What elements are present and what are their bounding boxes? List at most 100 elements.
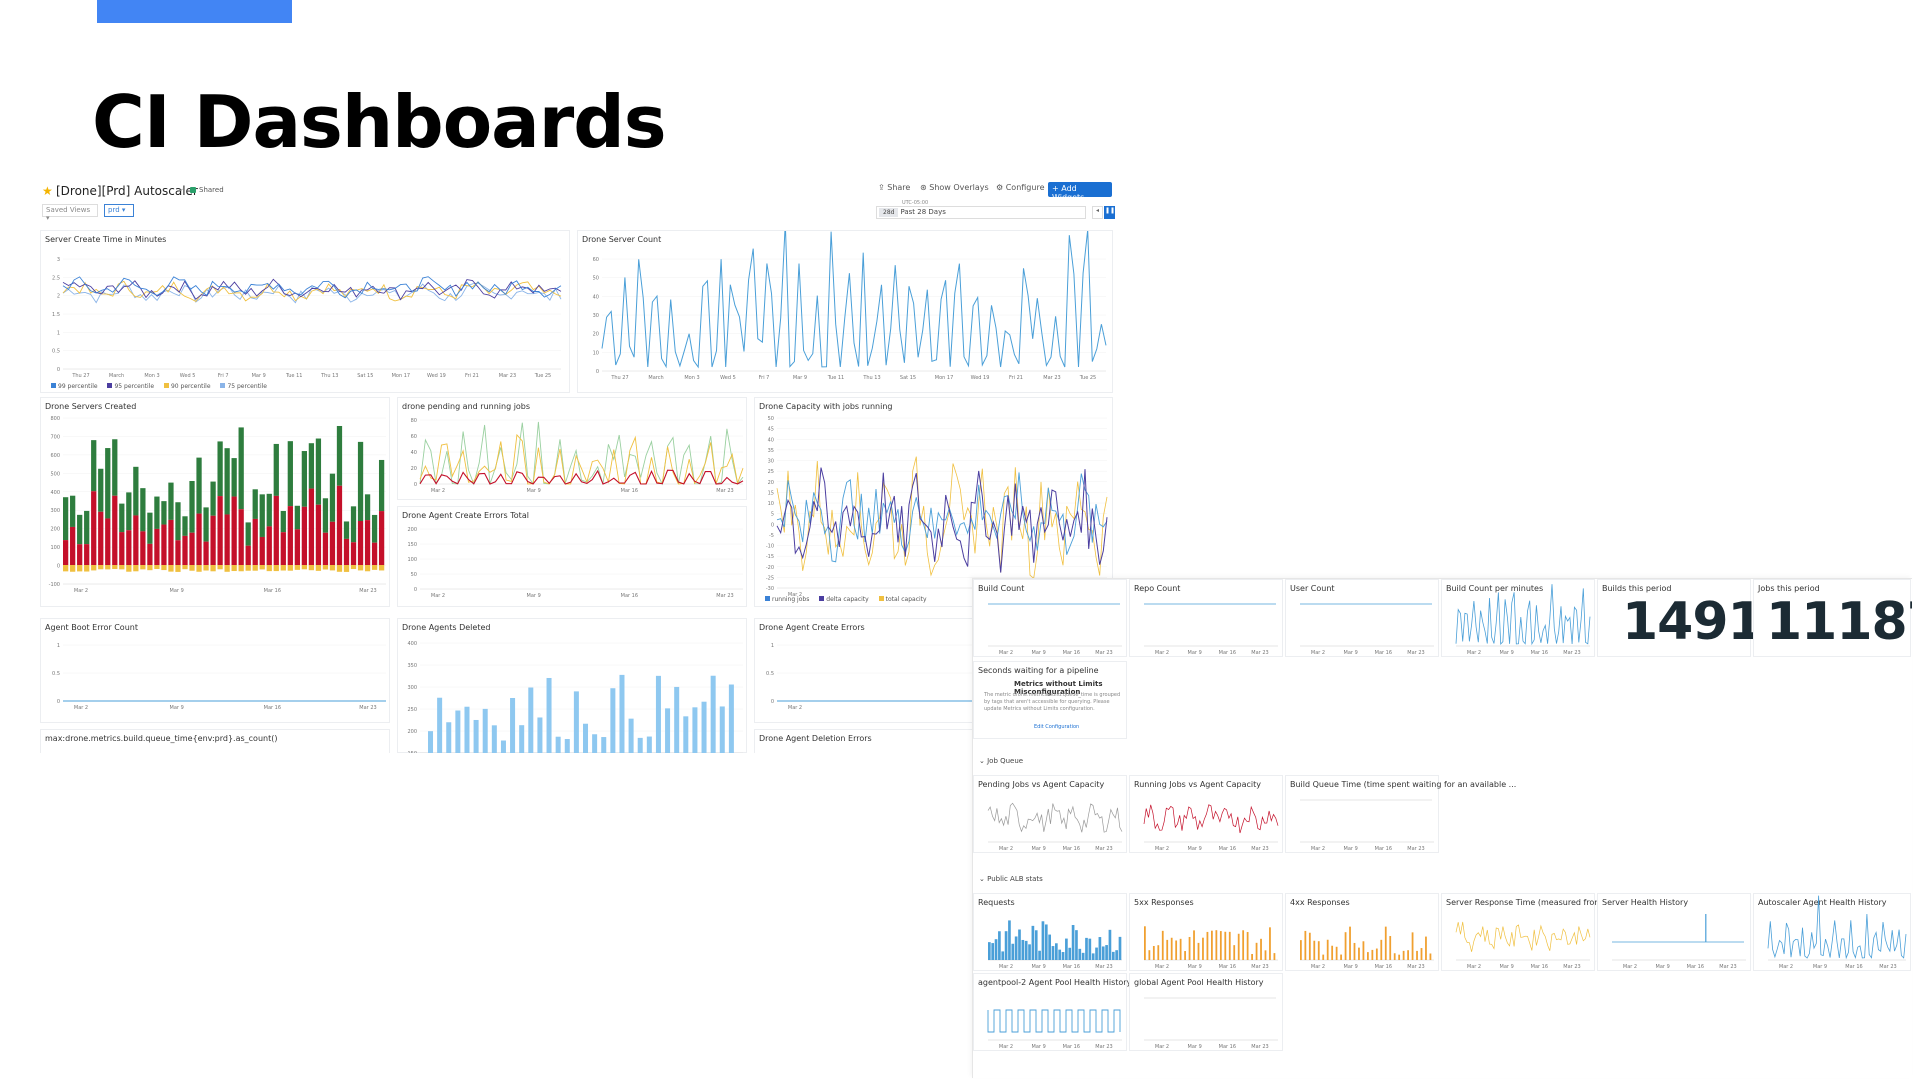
pending-vs-capacity-chart: Mar 2 Mar 9 Mar 16 Mar 23 xyxy=(987,802,1123,852)
bar-green xyxy=(217,441,223,497)
x-tick-label: Mar 9 xyxy=(1032,846,1046,852)
widget-builds-this-period[interactable]: Builds this period 1491 xyxy=(1597,579,1764,657)
dashboard-title[interactable]: [Drone][Prd] Autoscaler xyxy=(56,184,198,198)
legend-item[interactable]: 95 percentile xyxy=(107,383,154,390)
section-alb-stats[interactable]: ⌄ Public ALB stats xyxy=(979,875,1043,883)
x-tick-label: Mar 16 xyxy=(1219,964,1236,970)
widget-agent-create-errors-total[interactable]: Drone Agent Create Errors Total 200 150 10… xyxy=(397,506,747,607)
x-tick-label: Mar 9 xyxy=(1344,846,1358,852)
widget-agentpool-health[interactable]: agentpool-2 Agent Pool Health History Ma… xyxy=(973,973,1131,1051)
env-select[interactable]: prd ▾ xyxy=(104,204,134,217)
edit-configuration-link[interactable]: Edit Configuration xyxy=(1034,724,1080,730)
dashboard-screenshot-autoscaler: ★ [Drone][Prd] Autoscaler ⌄ Shared Saved… xyxy=(38,178,1116,753)
build-count-per-minute-chart: Mar 2 Mar 9 Mar 16 Mar 23 xyxy=(1455,584,1591,656)
widget-requests[interactable]: Requests Mar 2 Mar 9 Mar 16 Mar 23 xyxy=(973,893,1127,971)
x-tick-label: Mar 9 xyxy=(1344,964,1358,970)
bar-green xyxy=(266,493,272,527)
widget-repo-count[interactable]: Repo Count Mar 2 Mar 9 Mar 16 Mar 23 xyxy=(1129,579,1283,657)
x-tick-label: Mar 23 xyxy=(716,593,733,599)
bar xyxy=(1215,930,1218,960)
bar-red xyxy=(273,495,279,565)
bar xyxy=(1161,930,1164,960)
section-job-queue[interactable]: ⌄ Job Queue xyxy=(979,757,1024,765)
show-overlays-button[interactable]: ⊛ Show Overlays xyxy=(920,183,989,192)
add-widgets-button[interactable]: + Add Widgets xyxy=(1048,182,1112,202)
widget-server-health[interactable]: Server Health History Mar 2 Mar 9 Mar 16 Ma… xyxy=(1597,893,1751,971)
legend-swatch xyxy=(819,596,825,601)
widget-user-count[interactable]: User Count Mar 2 Mar 9 Mar 16 Mar 23 xyxy=(1285,579,1439,657)
y-tick-label: 60 xyxy=(593,257,599,263)
widget-server-response-time[interactable]: Server Response Time (measured from LB) … xyxy=(1441,893,1618,971)
widget-queue-time[interactable]: max:drone.metrics.build.queue_time{env:p… xyxy=(40,729,390,753)
time-range-picker[interactable]: 28d Past 28 Days xyxy=(876,206,1086,219)
widget-4xx-responses[interactable]: 4xx Responses Mar 2 Mar 9 Mar 16 Mar 23 xyxy=(1285,893,1439,971)
x-tick-label: Mar 16 xyxy=(1375,846,1392,852)
shared-label: Shared xyxy=(199,186,224,194)
bar xyxy=(437,697,443,753)
series-line xyxy=(987,1009,1121,1033)
widget-global-pool-health[interactable]: global Agent Pool Health History Mar 2 Ma… xyxy=(1129,973,1283,1051)
bar xyxy=(1111,951,1115,960)
x-tick-label: Mar 16 xyxy=(1063,650,1080,656)
x-tick-label: Mar 23 xyxy=(1563,964,1580,970)
widget-agents-deleted[interactable]: Drone Agents Deleted 400 350 300 250 200 150 xyxy=(397,618,747,753)
widget-jobs-this-period[interactable]: Jobs this period 11187 xyxy=(1753,579,1912,657)
share-button[interactable]: ⇪ Share xyxy=(878,183,911,192)
bar-red xyxy=(70,526,76,565)
y-tick-label: 35 xyxy=(768,448,774,454)
saved-views-select[interactable]: Saved Views ▾ xyxy=(42,204,98,222)
widget-pending-running[interactable]: drone pending and running jobs 80 60 40 20 0… xyxy=(397,397,747,500)
y-tick-label: 0 xyxy=(771,699,774,705)
bar xyxy=(1021,939,1025,960)
bar xyxy=(1402,950,1405,960)
autoscaler-health-chart: Mar 2 Mar 9 Mar 16 Mar 23 xyxy=(1767,895,1907,970)
bar-red xyxy=(203,541,209,565)
widget-server-create-time[interactable]: Server Create Time in Minutes 3 2.5 2 1.5 1 0… xyxy=(40,230,570,393)
pause-button[interactable]: ❚❚ xyxy=(1104,206,1115,219)
widget-servers-created[interactable]: Drone Servers Created 800 700 600 500 400 300… xyxy=(40,397,390,607)
bar xyxy=(1300,940,1302,960)
x-tick-label: Mar 9 xyxy=(1344,650,1358,656)
x-tick-label: Mar 23 xyxy=(1719,964,1736,970)
y-tick-label: 50 xyxy=(411,572,417,578)
legend-item[interactable]: 99 percentile xyxy=(51,383,98,390)
legend-item[interactable]: delta capacity xyxy=(819,596,869,603)
widget-boot-errors[interactable]: Agent Boot Error Count 1 0.5 0 Mar 2 Mar 9 Ma… xyxy=(40,618,390,723)
legend-item[interactable]: 75 percentile xyxy=(220,383,267,390)
widget-title: global Agent Pool Health History xyxy=(1134,978,1264,987)
widget-autoscaler-health[interactable]: Autoscaler Agent Health History Mar 2 Mar… xyxy=(1753,893,1911,971)
widget-build-count-per-minute[interactable]: Build Count per minutes Mar 2 Mar 9 Mar 16… xyxy=(1441,579,1595,657)
y-tick-label: 2.5 xyxy=(52,275,60,281)
widget-capacity[interactable]: Drone Capacity with jobs running 50 45 40 3… xyxy=(754,397,1113,607)
legend-label: total capacity xyxy=(885,596,927,603)
bar xyxy=(1048,934,1051,960)
chevron-down-icon[interactable]: ⌄ xyxy=(177,184,185,194)
widget-build-count[interactable]: Build Count Mar 2 Mar 9 Mar 16 Mar 23 xyxy=(973,579,1127,657)
bar-yellow xyxy=(350,565,357,570)
bar xyxy=(455,710,461,753)
x-tick-label: Mar 9 xyxy=(170,588,184,594)
capacity-chart: 50454035302520151050-5-10-15-20-25-30Mar… xyxy=(766,416,1108,598)
legend-item[interactable]: running jobs xyxy=(765,596,809,603)
widget-title: Drone Agents Deleted xyxy=(402,623,491,632)
legend-item[interactable]: 90 percentile xyxy=(163,383,211,390)
widget-5xx-responses[interactable]: 5xx Responses Mar 2 Mar 9 Mar 16 Mar 23 xyxy=(1129,893,1283,971)
bar-green xyxy=(154,496,160,529)
bar xyxy=(701,701,707,753)
widget-seconds-waiting[interactable]: Seconds waiting for a pipeline Metrics w… xyxy=(973,661,1127,739)
bar xyxy=(655,675,661,753)
star-icon[interactable]: ★ xyxy=(42,184,53,198)
bar-green xyxy=(98,468,104,512)
bar xyxy=(665,708,671,753)
x-tick-label: Mar 23 xyxy=(1879,964,1896,970)
bar xyxy=(573,691,579,753)
configure-button[interactable]: ⚙ Configure xyxy=(996,183,1045,192)
widget-drone-server-count[interactable]: Drone Server Count 60 50 40 30 20 10 0 Thu 27 Ma… xyxy=(577,230,1113,393)
rewind-button[interactable]: ◂ xyxy=(1092,206,1103,219)
y-tick-label: 20 xyxy=(768,480,774,486)
widget-running-vs-capacity[interactable]: Running Jobs vs Agent Capacity Mar 2 Mar … xyxy=(1129,775,1283,853)
widget-queue-time-overview[interactable]: Build Queue Time (time spent waiting for… xyxy=(1285,775,1516,853)
bar-yellow xyxy=(329,565,336,571)
legend-item[interactable]: total capacity xyxy=(878,596,927,603)
widget-pending-vs-capacity[interactable]: Pending Jobs vs Agent Capacity Mar 2 Mar … xyxy=(973,775,1127,853)
